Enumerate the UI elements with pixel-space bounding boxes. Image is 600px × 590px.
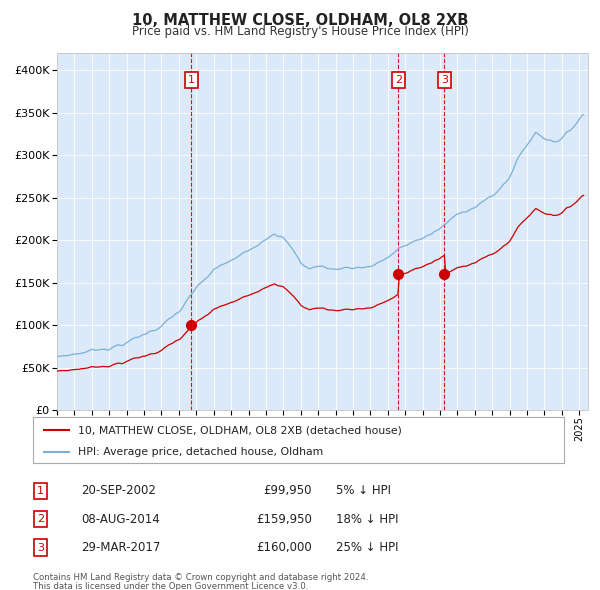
Text: £99,950: £99,950	[263, 484, 312, 497]
Text: 2: 2	[395, 76, 402, 86]
Text: £159,950: £159,950	[256, 513, 312, 526]
Text: 10, MATTHEW CLOSE, OLDHAM, OL8 2XB (detached house): 10, MATTHEW CLOSE, OLDHAM, OL8 2XB (deta…	[78, 425, 402, 435]
Text: 08-AUG-2014: 08-AUG-2014	[81, 513, 160, 526]
Text: This data is licensed under the Open Government Licence v3.0.: This data is licensed under the Open Gov…	[33, 582, 308, 590]
Text: HPI: Average price, detached house, Oldham: HPI: Average price, detached house, Oldh…	[78, 447, 323, 457]
Text: 3: 3	[440, 76, 448, 86]
Text: 2: 2	[37, 514, 44, 524]
Text: 29-MAR-2017: 29-MAR-2017	[81, 541, 160, 554]
Text: 1: 1	[37, 486, 44, 496]
Text: 20-SEP-2002: 20-SEP-2002	[81, 484, 156, 497]
Text: Price paid vs. HM Land Registry's House Price Index (HPI): Price paid vs. HM Land Registry's House …	[131, 25, 469, 38]
Text: 10, MATTHEW CLOSE, OLDHAM, OL8 2XB: 10, MATTHEW CLOSE, OLDHAM, OL8 2XB	[132, 13, 468, 28]
Text: 1: 1	[188, 76, 195, 86]
Text: 25% ↓ HPI: 25% ↓ HPI	[336, 541, 398, 554]
Text: 3: 3	[37, 543, 44, 552]
Text: 18% ↓ HPI: 18% ↓ HPI	[336, 513, 398, 526]
Text: 5% ↓ HPI: 5% ↓ HPI	[336, 484, 391, 497]
Text: Contains HM Land Registry data © Crown copyright and database right 2024.: Contains HM Land Registry data © Crown c…	[33, 573, 368, 582]
Text: £160,000: £160,000	[256, 541, 312, 554]
